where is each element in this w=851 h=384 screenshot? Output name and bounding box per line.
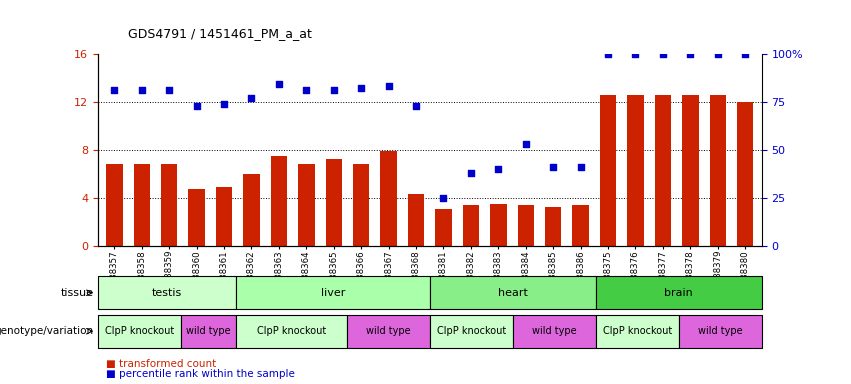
Text: liver: liver <box>321 288 346 298</box>
Bar <box>243 174 260 246</box>
Point <box>190 103 203 109</box>
Text: ■ transformed count: ■ transformed count <box>106 359 217 369</box>
Text: ■ percentile rank within the sample: ■ percentile rank within the sample <box>106 369 295 379</box>
Point <box>382 83 396 89</box>
Text: heart: heart <box>498 288 528 298</box>
Point <box>272 81 286 88</box>
Point <box>327 87 340 93</box>
Bar <box>627 94 643 246</box>
Bar <box>710 94 726 246</box>
Point <box>437 195 450 201</box>
Point <box>492 166 505 172</box>
Text: genotype/variation: genotype/variation <box>0 326 94 336</box>
Bar <box>463 205 479 246</box>
Point <box>711 51 724 57</box>
Bar <box>600 94 616 246</box>
Point <box>739 51 752 57</box>
Bar <box>134 164 150 246</box>
Point <box>354 85 368 91</box>
Text: tissue: tissue <box>60 288 94 298</box>
Text: ClpP knockout: ClpP knockout <box>105 326 174 336</box>
Text: wild type: wild type <box>186 326 231 336</box>
Bar <box>517 205 534 246</box>
Bar <box>161 164 177 246</box>
Bar <box>380 151 397 246</box>
Point <box>546 164 560 170</box>
Text: brain: brain <box>665 288 693 298</box>
Point <box>135 87 149 93</box>
Point <box>107 87 121 93</box>
Text: ClpP knockout: ClpP knockout <box>603 326 671 336</box>
Point <box>300 87 313 93</box>
Point <box>519 141 533 147</box>
Bar <box>106 164 123 246</box>
Point <box>683 51 697 57</box>
Point <box>656 51 670 57</box>
Bar <box>545 207 562 246</box>
Point <box>464 170 477 176</box>
Text: testis: testis <box>151 288 182 298</box>
Bar <box>326 159 342 246</box>
Point <box>629 51 643 57</box>
Point <box>602 51 615 57</box>
Text: wild type: wild type <box>366 326 410 336</box>
Bar <box>188 189 205 246</box>
Bar <box>573 205 589 246</box>
Bar <box>271 156 287 246</box>
Point <box>574 164 587 170</box>
Bar <box>216 187 232 246</box>
Text: wild type: wild type <box>532 326 576 336</box>
Text: wild type: wild type <box>698 326 742 336</box>
Bar <box>353 164 369 246</box>
Text: ClpP knockout: ClpP knockout <box>257 326 326 336</box>
Point <box>163 87 176 93</box>
Text: GDS4791 / 1451461_PM_a_at: GDS4791 / 1451461_PM_a_at <box>128 27 311 40</box>
Bar <box>654 94 671 246</box>
Point <box>244 95 258 101</box>
Point <box>409 103 423 109</box>
Bar <box>408 194 425 246</box>
Bar <box>435 209 452 246</box>
Point <box>217 101 231 107</box>
Bar <box>490 204 506 246</box>
Bar <box>683 94 699 246</box>
Bar <box>737 102 753 246</box>
Text: ClpP knockout: ClpP knockout <box>437 326 505 336</box>
Bar <box>298 164 315 246</box>
